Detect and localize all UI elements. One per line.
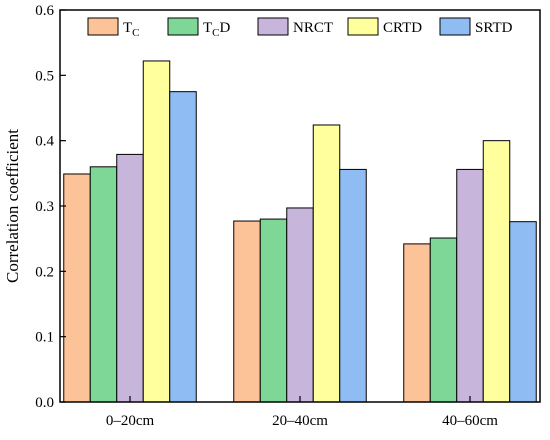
bar-tcd-2 <box>429 237 458 403</box>
legend-label-nrct: NRCT <box>293 20 333 36</box>
legend-swatch-srtd <box>439 17 471 36</box>
bars-layer <box>63 60 537 403</box>
x-tick-label: 20–40cm <box>272 413 328 429</box>
x-axis: 0–20cm 20–40cm 40–60cm <box>106 396 498 429</box>
bar-crtd-1 <box>312 124 341 403</box>
bar-tcd-0 <box>89 166 118 403</box>
y-tick-label: 0.0 <box>35 395 54 411</box>
legend-label-main: CRTD <box>383 20 422 36</box>
legend-label-main: SRTD <box>475 20 513 36</box>
legend-label-tc: TC <box>123 20 140 39</box>
bar-crtd-2 <box>482 140 511 403</box>
legend-swatch-tc <box>87 17 119 36</box>
bar-nrct-1 <box>286 207 314 403</box>
x-tick-label: 0–20cm <box>106 413 155 429</box>
legend-label-subscript: C <box>132 27 139 39</box>
bar-srtd-1 <box>339 168 367 403</box>
bar-srtd-0 <box>169 91 197 403</box>
bar-srtd-2 <box>509 221 537 403</box>
y-tick-label: 0.3 <box>35 199 54 215</box>
legend-label-main: T <box>123 20 132 36</box>
y-axis-label: Correlation coefficient <box>3 129 22 283</box>
legend-label-suffix: D <box>220 20 231 36</box>
legend-label-tcd: TCD <box>203 20 231 39</box>
legend: TC TCD NRCT CRTD SRTD <box>87 17 513 39</box>
legend-swatch-crtd <box>347 17 379 36</box>
bar-crtd-0 <box>142 60 171 403</box>
legend-label-srtd: SRTD <box>475 20 513 36</box>
y-tick-label: 0.2 <box>35 264 54 280</box>
y-tick-label: 0.1 <box>35 330 54 346</box>
x-tick-label: 40–60cm <box>442 413 498 429</box>
bar-tcd-1 <box>259 218 288 403</box>
legend-label-subscript: C <box>212 27 219 39</box>
legend-swatch-tcd <box>167 17 199 36</box>
legend-label-main: T <box>203 20 212 36</box>
bar-tc-1 <box>233 220 261 403</box>
bar-tc-2 <box>403 243 431 403</box>
bar-nrct-2 <box>456 168 484 403</box>
y-axis: 0.0 0.1 0.2 0.3 0.4 0.5 0.6 <box>35 3 66 411</box>
bar-nrct-0 <box>116 153 144 403</box>
y-tick-label: 0.5 <box>35 68 54 84</box>
legend-label-crtd: CRTD <box>383 20 422 36</box>
bar-tc-0 <box>63 173 91 403</box>
y-tick-label: 0.6 <box>35 3 54 19</box>
legend-label-main: NRCT <box>293 20 333 36</box>
y-tick-label: 0.4 <box>35 134 54 150</box>
legend-swatch-nrct <box>257 17 289 36</box>
